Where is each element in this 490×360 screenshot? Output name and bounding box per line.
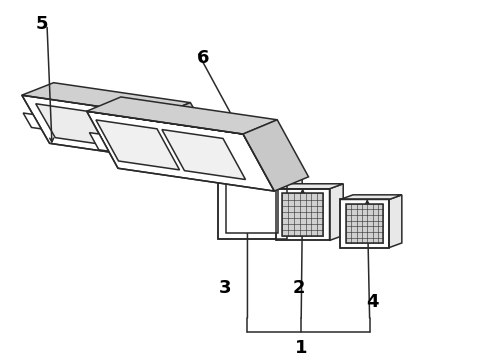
- Polygon shape: [287, 171, 302, 239]
- Polygon shape: [96, 120, 179, 170]
- Polygon shape: [22, 95, 186, 163]
- Text: 2: 2: [293, 279, 305, 297]
- Polygon shape: [23, 113, 41, 129]
- Polygon shape: [159, 103, 218, 163]
- Polygon shape: [36, 104, 172, 155]
- Polygon shape: [87, 97, 277, 134]
- Text: 1: 1: [295, 339, 307, 357]
- Polygon shape: [87, 111, 274, 191]
- Polygon shape: [22, 83, 191, 115]
- Text: 3: 3: [219, 279, 232, 297]
- Text: 4: 4: [366, 293, 378, 311]
- Polygon shape: [282, 193, 323, 236]
- Polygon shape: [162, 130, 245, 180]
- Polygon shape: [340, 199, 389, 248]
- Polygon shape: [276, 189, 330, 240]
- Polygon shape: [243, 120, 309, 191]
- Polygon shape: [87, 111, 270, 138]
- Polygon shape: [218, 176, 287, 239]
- Polygon shape: [330, 184, 343, 240]
- Text: 5: 5: [36, 15, 49, 33]
- Polygon shape: [226, 182, 278, 233]
- Polygon shape: [389, 195, 402, 248]
- Polygon shape: [90, 132, 109, 151]
- Polygon shape: [340, 195, 402, 199]
- Text: 6: 6: [197, 49, 210, 67]
- Polygon shape: [346, 204, 383, 243]
- Polygon shape: [276, 184, 343, 189]
- Polygon shape: [218, 171, 302, 176]
